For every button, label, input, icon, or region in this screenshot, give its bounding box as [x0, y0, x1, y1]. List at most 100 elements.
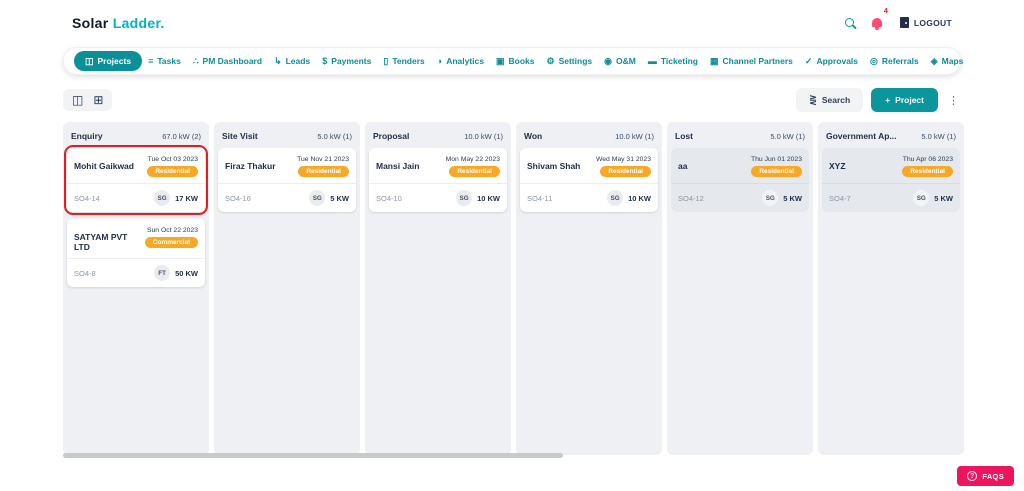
card-customer-name: Mansi Jain: [376, 161, 420, 171]
tab-label-pm-dashboard: PM Dashboard: [202, 56, 263, 66]
card-capacity: 50 KW: [175, 268, 198, 278]
card-date: Mon May 22 2023: [445, 156, 500, 163]
tab-tasks[interactable]: ≡ Tasks: [142, 53, 187, 69]
ticket-icon: ▬: [647, 55, 657, 66]
column-summary: 5.0 kW (1): [317, 131, 352, 141]
tab-projects[interactable]: ◫ Projects: [74, 51, 143, 71]
logo-part-ladder: Ladder.: [112, 14, 165, 31]
tab-analytics[interactable]: ◑ Analytics: [431, 53, 490, 69]
card-capacity: 17 KW: [175, 193, 198, 203]
card-date: Thu Jun 01 2023: [750, 156, 802, 163]
tab-ticketing[interactable]: ▬ Ticketing: [642, 53, 704, 69]
card-type-badge: Residential: [751, 166, 802, 177]
tab-label-books: Books: [508, 56, 535, 66]
card-customer-name: Shivam Shah: [527, 161, 581, 171]
search-button[interactable]: ⋛ Search: [796, 88, 864, 112]
tab-label-settings: Settings: [558, 56, 593, 66]
kanban-column: Proposal 10.0 kW (1) Mansi Jain Mon May …: [365, 122, 511, 455]
card-type-badge: Residential: [449, 166, 500, 177]
app-logo: Solar Ladder.: [72, 15, 165, 31]
logout-button[interactable]: LOGOUT: [899, 17, 952, 28]
tab-label-approvals: Approvals: [816, 56, 859, 66]
kanban-column: Won 10.0 kW (1) Shivam Shah Wed May 31 2…: [516, 122, 662, 455]
board-horizontal-scrollbar[interactable]: [63, 453, 563, 458]
assignee-avatar: SG: [154, 190, 171, 206]
card-customer-name: SATYAM PVT LTD: [74, 232, 128, 252]
payments-icon: $: [322, 55, 328, 66]
books-icon: ▣: [496, 55, 505, 66]
project-card[interactable]: aa Thu Jun 01 2023 Residential SO4-12 SG…: [671, 148, 809, 212]
project-card[interactable]: Shivam Shah Wed May 31 2023 Residential …: [520, 148, 658, 212]
card-divider: [218, 183, 356, 184]
tab-label-referrals: Referrals: [881, 56, 919, 66]
card-divider: [520, 183, 658, 184]
more-options-icon[interactable]: ⋮: [948, 94, 959, 107]
card-divider: [67, 258, 205, 259]
tab-approvals[interactable]: ✓ Approvals: [799, 53, 864, 69]
card-customer-name: aa: [678, 161, 688, 171]
project-card[interactable]: Mansi Jain Mon May 22 2023 Residential S…: [369, 148, 507, 212]
tab-books[interactable]: ▣ Books: [490, 53, 541, 69]
card-project-id: SO4-14: [74, 193, 100, 203]
column-summary: 10.0 kW (1): [615, 131, 654, 141]
app-header: Solar Ladder. 4 LOGOUT: [0, 0, 1024, 45]
card-date: Tue Oct 03 2023: [147, 156, 198, 163]
tab-maps[interactable]: ◈ Maps: [925, 53, 970, 69]
assignee-avatar: SG: [309, 190, 326, 206]
tab-label-analytics: Analytics: [446, 56, 484, 66]
assignee-avatar: SG: [607, 190, 624, 206]
tab-leads[interactable]: ↳ Leads: [268, 53, 316, 69]
logo-part-solar: Solar: [72, 14, 109, 31]
logout-label: LOGOUT: [913, 17, 952, 28]
assignee-avatar: SG: [456, 190, 473, 206]
card-type-badge: Residential: [600, 166, 651, 177]
approvals-icon: ✓: [804, 55, 813, 66]
card-date: Thu Apr 06 2023: [902, 156, 953, 163]
faq-button[interactable]: ? FAQS: [957, 466, 1014, 486]
question-circle-icon: ?: [967, 471, 978, 481]
notification-count-badge: 4: [883, 7, 888, 15]
project-card[interactable]: XYZ Thu Apr 06 2023 Residential SO4-7 SG…: [822, 148, 960, 212]
tab-tenders[interactable]: ▯ Tenders: [377, 53, 430, 69]
card-project-id: SO4-10: [376, 193, 402, 203]
assignee-avatar: SG: [762, 190, 779, 206]
search-icon[interactable]: [844, 18, 854, 27]
settings-icon: ⚙: [546, 55, 555, 66]
tab-om[interactable]: ◉ O&M: [598, 53, 642, 69]
kanban-column: Enquiry 67.0 kW (2) Mohit Gaikwad Tue Oc…: [63, 122, 209, 455]
card-capacity: 5 KW: [934, 193, 953, 203]
column-title: Won: [524, 131, 543, 141]
column-title: Government Ap...: [826, 131, 897, 141]
tab-settings[interactable]: ⚙ Settings: [541, 53, 599, 69]
column-summary: 67.0 kW (2): [162, 131, 201, 141]
tab-referrals[interactable]: ◎ Referrals: [864, 53, 925, 69]
referrals-icon: ◎: [870, 55, 878, 66]
project-card[interactable]: Firaz Thakur Tue Nov 21 2023 Residential…: [218, 148, 356, 212]
grid-view-icon[interactable]: ⊞: [93, 93, 104, 107]
project-card[interactable]: SATYAM PVT LTD Sun Oct 22 2023 Commercia…: [67, 219, 205, 287]
view-toggle: ◫ ⊞: [63, 89, 113, 111]
tasks-icon: ≡: [148, 55, 154, 66]
tab-channel-partners[interactable]: ▦ Channel Partners: [704, 53, 799, 69]
card-project-id: SO4-12: [678, 193, 704, 203]
column-title: Enquiry: [71, 131, 103, 141]
card-divider: [671, 183, 809, 184]
partners-icon: ▦: [709, 55, 719, 66]
tab-label-channel-partners: Channel Partners: [722, 56, 793, 66]
thumbs-up-icon: ◉: [604, 55, 612, 66]
project-card[interactable]: Mohit Gaikwad Tue Oct 03 2023 Residentia…: [64, 145, 208, 215]
kanban-view-icon[interactable]: ◫: [72, 93, 84, 107]
card-date: Wed May 31 2023: [595, 156, 651, 163]
search-button-label: Search: [821, 95, 851, 105]
card-date: Tue Nov 21 2023: [297, 156, 349, 163]
board-toolbar: ◫ ⊞ ⋛ Search + Project ⋮: [63, 88, 961, 112]
assignee-avatar: SG: [913, 190, 930, 206]
notifications-button[interactable]: 4: [871, 8, 888, 32]
card-capacity: 5 KW: [330, 193, 349, 203]
card-divider: [822, 183, 960, 184]
tab-payments[interactable]: $ Payments: [316, 53, 377, 69]
bell-icon: [871, 17, 882, 30]
tab-pm-dashboard[interactable]: ∴ PM Dashboard: [187, 53, 268, 69]
logout-door-icon: [899, 17, 909, 28]
add-project-button[interactable]: + Project: [871, 88, 938, 112]
